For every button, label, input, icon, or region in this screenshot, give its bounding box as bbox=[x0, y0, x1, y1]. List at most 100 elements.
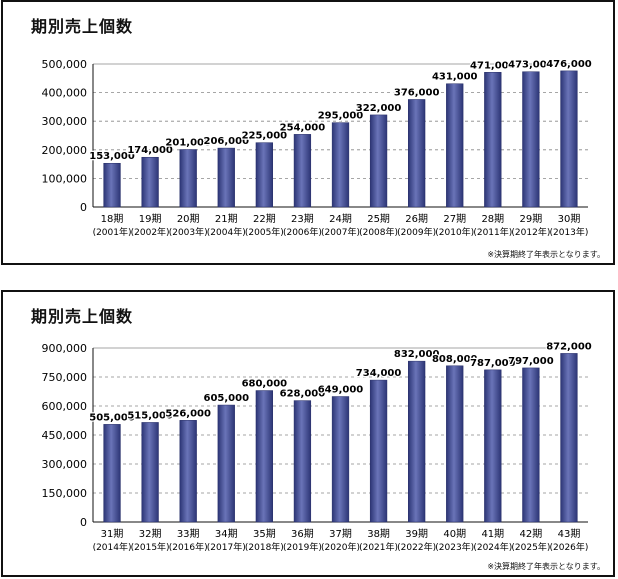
x-tick-year-label: (2020年) bbox=[321, 541, 360, 553]
x-tick-year-label: (2018年) bbox=[245, 541, 284, 553]
data-label: 526,000 bbox=[165, 408, 211, 419]
y-tick-label: 200,000 bbox=[42, 144, 88, 157]
footnote: ※決算期終了年表示となります。 bbox=[487, 250, 605, 259]
x-tick-label: 25期 bbox=[367, 213, 390, 225]
bar bbox=[141, 422, 159, 523]
y-tick-label: 0 bbox=[80, 516, 87, 529]
data-label: 376,000 bbox=[394, 87, 440, 98]
x-tick-year-label: (2004年) bbox=[207, 226, 246, 238]
bar bbox=[103, 424, 121, 523]
y-tick-label: 750,000 bbox=[42, 371, 88, 384]
y-tick-label: 450,000 bbox=[42, 429, 88, 442]
bar bbox=[369, 379, 388, 523]
x-tick-year-label: (2007年) bbox=[321, 226, 360, 238]
data-label: 473,000 bbox=[508, 60, 554, 71]
x-tick-label: 20期 bbox=[177, 213, 200, 225]
data-label: 787,000 bbox=[470, 358, 516, 369]
bar bbox=[446, 365, 464, 523]
bar-chart-2: 0 150,000 300,000 450,000 600,000 750,000 900,… bbox=[42, 340, 594, 553]
x-tick-label: 19期 bbox=[139, 213, 162, 225]
bar bbox=[293, 400, 312, 523]
data-label: 808,000 bbox=[432, 354, 478, 365]
bar bbox=[141, 156, 159, 208]
x-tick-year-label: (2006年) bbox=[283, 226, 322, 238]
bar bbox=[103, 162, 121, 208]
x-tick-label: 31期 bbox=[101, 528, 124, 540]
data-label: 431,000 bbox=[432, 72, 478, 83]
data-label: 505,000 bbox=[89, 412, 135, 423]
x-tick-year-label: (2017年) bbox=[207, 541, 246, 553]
x-tick-year-label: (2012年) bbox=[511, 226, 550, 238]
x-tick-year-label: (2021年) bbox=[359, 541, 398, 553]
y-tick-label: 500,000 bbox=[42, 58, 88, 71]
x-tick-label: 26期 bbox=[405, 213, 428, 225]
data-label: 295,000 bbox=[318, 111, 364, 122]
data-label: 174,000 bbox=[127, 145, 173, 156]
x-tick-label: 35期 bbox=[253, 528, 276, 540]
bar bbox=[179, 420, 197, 523]
bar bbox=[255, 142, 273, 208]
x-tick-year-label: (2025年) bbox=[511, 541, 550, 553]
y-tick-label: 400,000 bbox=[42, 87, 88, 100]
bar bbox=[217, 404, 235, 523]
data-label: 872,000 bbox=[546, 341, 592, 352]
data-label: 476,000 bbox=[546, 59, 592, 70]
chart-title: 期別売上個数 bbox=[31, 17, 134, 36]
x-tick-label: 34期 bbox=[215, 528, 238, 540]
chart-panel-1: 期別売上個数 0 100,000 200,000 300,000 400,000 500,… bbox=[1, 0, 615, 265]
x-tick-year-label: (2024年) bbox=[473, 541, 512, 553]
x-tick-label: 21期 bbox=[215, 213, 238, 225]
data-label: 832,000 bbox=[394, 349, 440, 360]
data-label: 649,000 bbox=[318, 385, 364, 396]
data-label: 734,000 bbox=[356, 368, 402, 379]
bar bbox=[408, 360, 426, 523]
bar bbox=[293, 134, 312, 208]
data-label: 515,000 bbox=[127, 410, 173, 421]
y-tick-label: 150,000 bbox=[42, 487, 88, 500]
bar bbox=[408, 99, 426, 208]
data-label: 680,000 bbox=[242, 379, 288, 390]
data-label: 322,000 bbox=[356, 103, 402, 114]
x-tick-label: 37期 bbox=[329, 528, 352, 540]
x-tick-label: 18期 bbox=[101, 213, 124, 225]
x-tick-year-label: (2023年) bbox=[435, 541, 474, 553]
y-tick-label: 100,000 bbox=[42, 172, 88, 185]
data-label: 797,000 bbox=[508, 356, 554, 367]
x-tick-year-label: (2011年) bbox=[473, 226, 512, 238]
x-tick-label: 38期 bbox=[367, 528, 390, 540]
data-label: 225,000 bbox=[242, 131, 288, 142]
x-tick-year-label: (2026年) bbox=[549, 541, 588, 553]
x-tick-year-label: (2008年) bbox=[359, 226, 398, 238]
x-tick-year-label: (2015年) bbox=[131, 541, 170, 553]
bar bbox=[255, 390, 273, 523]
x-tick-label: 28期 bbox=[481, 213, 504, 225]
x-tick-year-label: (2009年) bbox=[397, 226, 436, 238]
x-tick-year-label: (2010年) bbox=[435, 226, 474, 238]
y-tick-label: 900,000 bbox=[42, 342, 88, 355]
x-tick-year-label: (2005年) bbox=[245, 226, 284, 238]
data-label: 254,000 bbox=[280, 122, 326, 133]
bar-chart-1: 0 100,000 200,000 300,000 400,000 500,000 153,… bbox=[42, 58, 594, 238]
bar bbox=[446, 83, 464, 208]
data-label: 153,000 bbox=[89, 151, 135, 162]
data-label: 471,000 bbox=[470, 60, 516, 71]
bar bbox=[369, 114, 388, 208]
y-tick-label: 300,000 bbox=[42, 458, 88, 471]
x-tick-label: 43期 bbox=[558, 528, 581, 540]
bar bbox=[522, 367, 540, 523]
data-label: 201,000 bbox=[165, 138, 211, 149]
chart-panel-2: 期別売上個数 0 150,000 300,000 450,000 600,000 750,… bbox=[1, 290, 615, 577]
bar bbox=[522, 71, 540, 208]
bar bbox=[560, 353, 578, 523]
y-tick-label: 0 bbox=[80, 201, 87, 214]
x-tick-year-label: (2013年) bbox=[549, 226, 588, 238]
x-tick-label: 30期 bbox=[558, 213, 581, 225]
bar bbox=[179, 149, 197, 208]
bar bbox=[484, 369, 502, 523]
x-tick-label: 22期 bbox=[253, 213, 276, 225]
bar bbox=[484, 72, 502, 208]
x-tick-label: 41期 bbox=[481, 528, 504, 540]
x-tick-year-label: (2001年) bbox=[93, 226, 132, 238]
x-tick-label: 27期 bbox=[443, 213, 466, 225]
x-tick-year-label: (2022年) bbox=[397, 541, 436, 553]
